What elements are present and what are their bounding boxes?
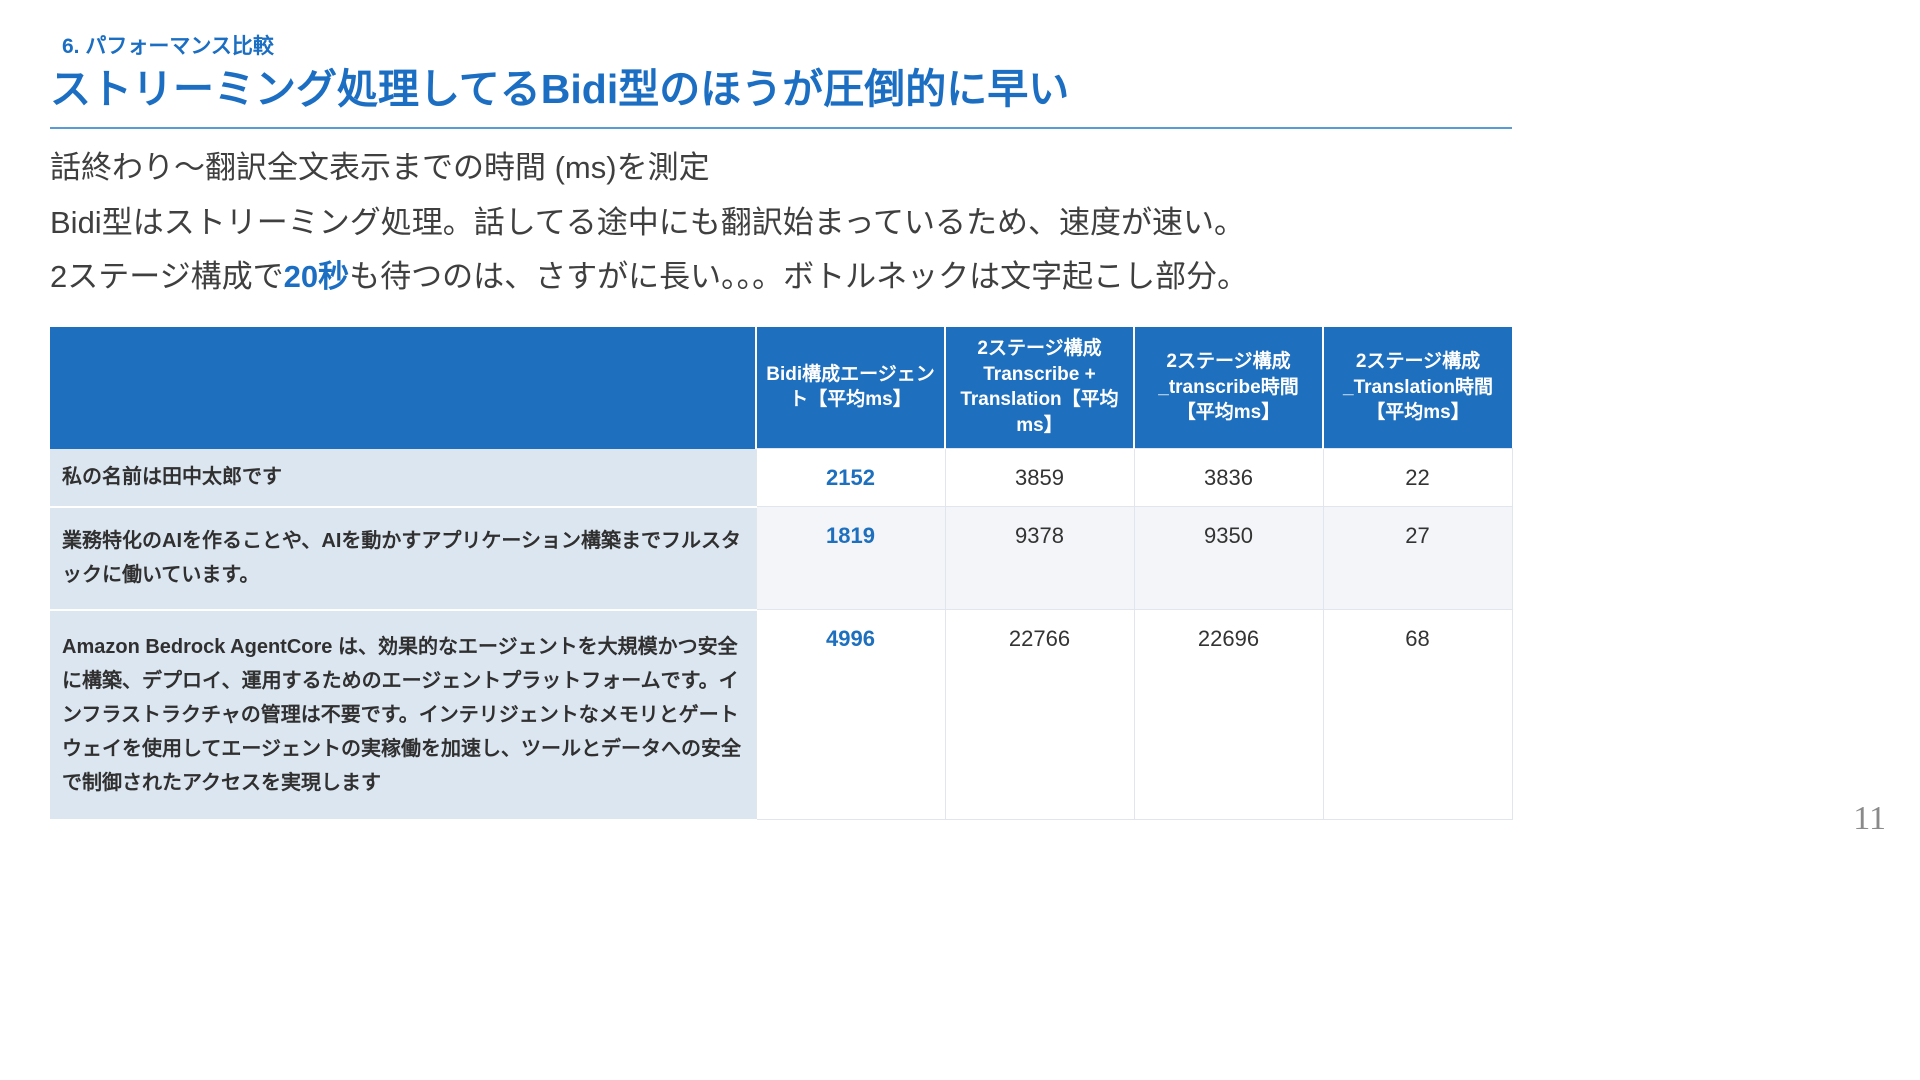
table-row: 業務特化のAIを作ることや、AIを動かすアプリケーション構築までフルスタックに働…	[50, 506, 1513, 611]
value-cell-total: 9378	[944, 506, 1135, 611]
column-header-two-stage-transcribe: 2ステージ構成_transcribe時間【平均ms】	[1134, 326, 1324, 449]
row-label-cell: Amazon Bedrock AgentCore は、効果的なエージェントを大規…	[50, 609, 756, 821]
row-label-cell: 業務特化のAIを作ることや、AIを動かすアプリケーション構築までフルスタックに働…	[50, 506, 756, 611]
body-line-bottleneck-pre: 2ステージ構成で	[50, 259, 284, 295]
value-cell-translation: 68	[1322, 609, 1513, 821]
value-cell-total: 22766	[944, 609, 1135, 821]
column-header-two-stage-total: 2ステージ構成 Transcribe + Translation【平均ms】	[945, 326, 1135, 449]
value-cell-transcribe: 22696	[1133, 609, 1324, 821]
row-label-cell: 私の名前は田中太郎です	[50, 448, 756, 508]
body-line-bottleneck-post: も待つのは、さすがに長い。。。ボトルネックは文字起こし部分。	[349, 259, 1249, 295]
body-line-bottleneck: 2ステージ構成で20秒も待つのは、さすがに長い。。。ボトルネックは文字起こし部分…	[50, 254, 1870, 301]
table-header-row: Bidi構成エージェント【平均ms】 2ステージ構成 Transcribe + …	[50, 326, 1512, 449]
value-cell-translation: 22	[1322, 448, 1513, 508]
value-cell-bidi: 4996	[755, 609, 946, 821]
value-cell-transcribe: 9350	[1133, 506, 1324, 611]
table-row: Amazon Bedrock AgentCore は、効果的なエージェントを大規…	[50, 609, 1513, 821]
table-corner-cell	[50, 326, 757, 449]
column-header-two-stage-translation: 2ステージ構成_Translation時間【平均ms】	[1323, 326, 1512, 449]
value-cell-translation: 27	[1322, 506, 1513, 611]
section-kicker: 6. パフォーマンス比較	[62, 35, 274, 58]
performance-comparison-table: Bidi構成エージェント【平均ms】 2ステージ構成 Transcribe + …	[50, 326, 1513, 821]
slide-title: ストリーミング処理してるBidi型のほうが圧倒的に早い	[50, 66, 1070, 112]
column-header-bidi: Bidi構成エージェント【平均ms】	[756, 326, 946, 449]
value-cell-bidi: 2152	[755, 448, 946, 508]
value-cell-transcribe: 3836	[1133, 448, 1324, 508]
body-line-measurement: 話終わり〜翻訳全文表示までの時間 (ms)を測定	[50, 150, 710, 186]
body-line-bottleneck-emphasis: 20秒	[283, 259, 350, 295]
title-divider	[50, 127, 1512, 130]
value-cell-total: 3859	[944, 448, 1135, 508]
table-row: 私の名前は田中太郎です 2152 3859 3836 22	[50, 448, 1513, 508]
page-number: 11	[1853, 800, 1886, 837]
body-line-bidi-explanation: Bidi型はストリーミング処理。話してる途中にも翻訳始まっているため、速度が速い…	[50, 204, 1245, 240]
value-cell-bidi: 1819	[755, 506, 946, 611]
